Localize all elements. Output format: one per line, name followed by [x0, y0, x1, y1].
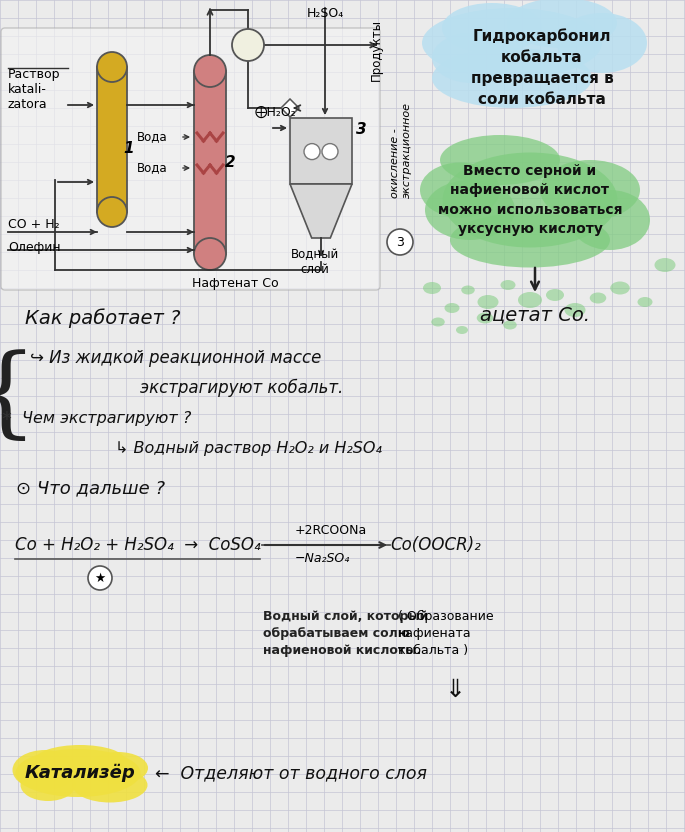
Text: ⇓: ⇓: [445, 678, 466, 702]
Ellipse shape: [461, 285, 475, 295]
Ellipse shape: [507, 0, 617, 48]
Polygon shape: [290, 184, 352, 238]
Ellipse shape: [432, 48, 592, 108]
Text: Олефин: Олефин: [8, 241, 61, 255]
Circle shape: [304, 144, 320, 160]
Text: *: *: [1, 410, 11, 429]
Ellipse shape: [16, 749, 140, 797]
Ellipse shape: [477, 313, 493, 324]
Text: Продукты: Продукты: [370, 19, 383, 81]
Text: Катализёр: Катализёр: [25, 764, 136, 782]
Text: ⨁H₂O₂: ⨁H₂O₂: [254, 106, 296, 118]
Text: 3: 3: [356, 122, 366, 137]
Ellipse shape: [425, 180, 515, 240]
Ellipse shape: [194, 238, 226, 270]
Ellipse shape: [443, 152, 617, 247]
Text: ↳ Водный раствор H₂O₂ и H₂SO₄: ↳ Водный раствор H₂O₂ и H₂SO₄: [115, 440, 382, 455]
Ellipse shape: [518, 292, 542, 308]
Text: H₂SO₄: H₂SO₄: [306, 7, 344, 20]
Ellipse shape: [564, 303, 586, 317]
Ellipse shape: [445, 303, 460, 313]
Ellipse shape: [654, 258, 675, 272]
Ellipse shape: [35, 745, 125, 775]
Ellipse shape: [420, 162, 500, 217]
Polygon shape: [281, 99, 299, 117]
Ellipse shape: [73, 767, 147, 803]
Circle shape: [322, 144, 338, 160]
Ellipse shape: [12, 750, 77, 790]
Text: экстрагируют кобальт.: экстрагируют кобальт.: [140, 379, 343, 397]
Ellipse shape: [456, 326, 468, 334]
Text: Водный слой, который
обрабатываем солю
нафиеновой кислоты.: Водный слой, который обрабатываем солю н…: [263, 610, 428, 657]
Text: Как работает ?: Как работает ?: [25, 308, 181, 328]
Circle shape: [232, 29, 264, 61]
Ellipse shape: [97, 52, 127, 82]
Text: Co + H₂O₂ + H₂SO₄  →  CoSO₄: Co + H₂O₂ + H₂SO₄ → CoSO₄: [15, 536, 260, 554]
Ellipse shape: [546, 289, 564, 301]
Circle shape: [88, 566, 112, 590]
Text: ацетат Co.: ацетат Co.: [480, 305, 590, 324]
Ellipse shape: [540, 160, 640, 220]
Text: +2RCOONa: +2RCOONa: [295, 524, 367, 537]
Text: Водный
слой: Водный слой: [291, 248, 339, 276]
Ellipse shape: [638, 297, 653, 307]
Text: Раствор
katali-
zatora: Раствор katali- zatora: [8, 68, 60, 111]
Text: CO + H₂: CO + H₂: [8, 217, 60, 230]
Circle shape: [387, 229, 413, 255]
Ellipse shape: [432, 33, 512, 83]
Text: {: {: [0, 350, 37, 446]
Ellipse shape: [570, 190, 650, 250]
Bar: [194, 71, 226, 254]
Bar: [97, 67, 127, 212]
Ellipse shape: [194, 55, 226, 87]
Text: ( Образование
нафиената
кобальта ): ( Образование нафиената кобальта ): [398, 610, 494, 657]
Ellipse shape: [440, 135, 560, 185]
Text: Чем экстрагируют ?: Чем экстрагируют ?: [22, 410, 191, 425]
Text: ⊙ Что дальше ?: ⊙ Что дальше ?: [16, 479, 165, 497]
Ellipse shape: [557, 13, 647, 73]
Ellipse shape: [88, 752, 148, 784]
Ellipse shape: [450, 212, 610, 268]
Text: окисление -
экстракционное: окисление - экстракционное: [390, 102, 412, 198]
Ellipse shape: [432, 318, 445, 326]
Ellipse shape: [503, 320, 516, 329]
Text: ↪ Из жидкой реакционной массе: ↪ Из жидкой реакционной массе: [30, 349, 321, 367]
Text: 1: 1: [124, 141, 134, 156]
Text: ←  Отделяют от водного слоя: ← Отделяют от водного слоя: [155, 764, 427, 782]
Ellipse shape: [477, 295, 499, 309]
Ellipse shape: [590, 293, 606, 304]
Ellipse shape: [97, 197, 127, 227]
Ellipse shape: [610, 281, 630, 295]
FancyBboxPatch shape: [1, 28, 380, 290]
Ellipse shape: [423, 282, 441, 294]
Ellipse shape: [501, 280, 516, 290]
Text: −Na₂SO₄: −Na₂SO₄: [295, 552, 350, 566]
Text: 3: 3: [396, 235, 404, 249]
Ellipse shape: [21, 769, 75, 801]
Text: Вода: Вода: [138, 161, 168, 175]
Text: Co(OOCR)₂: Co(OOCR)₂: [390, 536, 481, 554]
Text: Вода: Вода: [138, 131, 168, 143]
Ellipse shape: [442, 3, 542, 53]
Text: Нафтенат Co: Нафтенат Co: [192, 277, 278, 290]
Ellipse shape: [422, 8, 602, 78]
Text: Вместо серной и
нафиеновой кислот
можно использоваться
уксусную кислоту: Вместо серной и нафиеновой кислот можно …: [438, 164, 622, 236]
Bar: [290, 118, 352, 184]
Text: Гидрокарбонил
кобальта
превращается в
соли кобальта: Гидрокарбонил кобальта превращается в со…: [471, 28, 613, 107]
Text: ★: ★: [95, 572, 105, 585]
Text: 2: 2: [225, 155, 236, 170]
